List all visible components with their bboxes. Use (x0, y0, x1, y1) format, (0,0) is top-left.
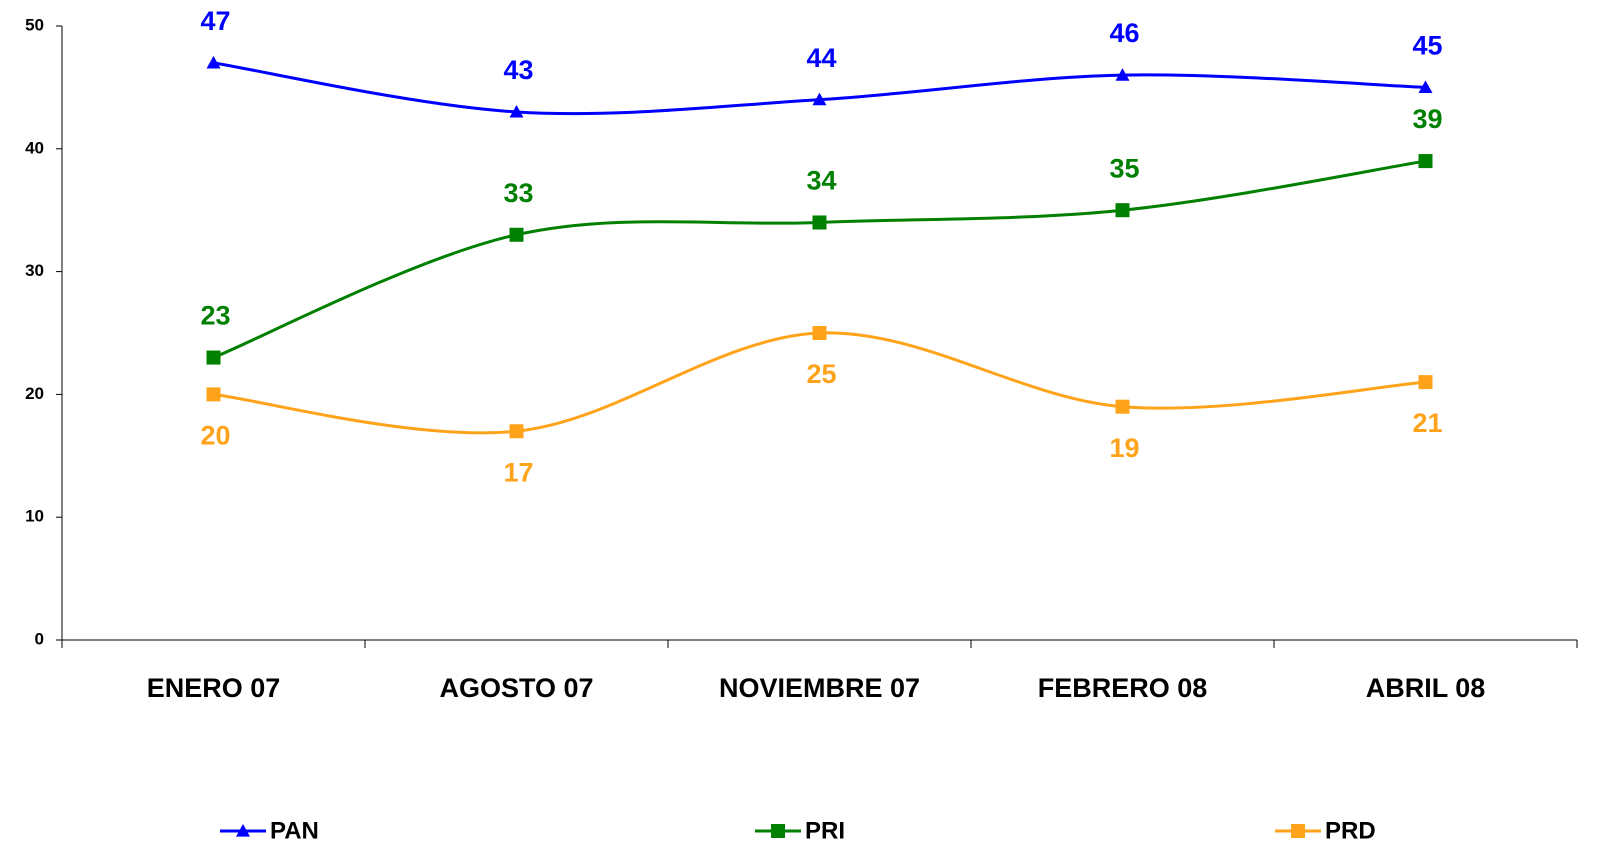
marker (509, 104, 524, 118)
marker (1418, 80, 1433, 93)
data-label: 17 (503, 457, 533, 487)
x-tick-label: FEBRERO 08 (1038, 673, 1208, 703)
marker (771, 824, 785, 838)
marker (206, 387, 221, 402)
marker (1115, 203, 1130, 218)
marker (1115, 68, 1130, 81)
y-tick-label: 20 (25, 384, 44, 403)
legend-label: PAN (270, 817, 319, 844)
marker (509, 227, 524, 242)
marker (206, 55, 221, 69)
marker (812, 326, 827, 340)
marker (812, 92, 827, 106)
marker (1115, 399, 1130, 414)
data-label: 44 (806, 43, 836, 73)
marker (1418, 375, 1433, 390)
data-label: 46 (1109, 18, 1139, 48)
y-tick-label: 40 (25, 138, 44, 157)
data-label: 23 (200, 301, 230, 331)
data-label: 19 (1109, 433, 1139, 463)
x-tick-label: NOVIEMBRE 07 (719, 673, 920, 703)
marker (1291, 824, 1305, 838)
data-label: 25 (806, 359, 836, 389)
marker (236, 824, 250, 837)
marker (206, 350, 221, 365)
data-label: 39 (1412, 104, 1442, 134)
data-label: 21 (1412, 408, 1442, 438)
x-tick-label: AGOSTO 07 (439, 673, 593, 703)
legend-label: PRI (805, 817, 845, 844)
y-tick-label: 30 (25, 261, 44, 280)
x-tick-label: ABRIL 08 (1366, 673, 1486, 703)
data-label: 45 (1412, 31, 1442, 61)
y-tick-label: 0 (35, 629, 44, 648)
data-label: 35 (1109, 153, 1139, 183)
legend-label: PRD (1325, 817, 1376, 844)
data-label: 33 (503, 178, 533, 208)
marker (509, 424, 524, 439)
data-label: 20 (200, 421, 230, 451)
marker (812, 215, 827, 230)
marker (1418, 154, 1433, 169)
y-tick-label: 10 (25, 507, 44, 526)
data-label: 34 (806, 166, 836, 196)
data-label: 43 (503, 55, 533, 85)
data-label: 47 (200, 6, 230, 36)
y-tick-label: 50 (25, 15, 44, 34)
x-tick-label: ENERO 07 (147, 673, 281, 703)
